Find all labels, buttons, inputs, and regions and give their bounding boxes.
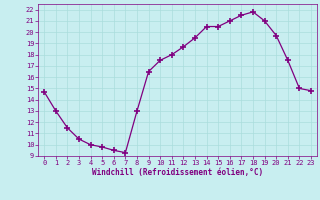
X-axis label: Windchill (Refroidissement éolien,°C): Windchill (Refroidissement éolien,°C) [92,168,263,177]
